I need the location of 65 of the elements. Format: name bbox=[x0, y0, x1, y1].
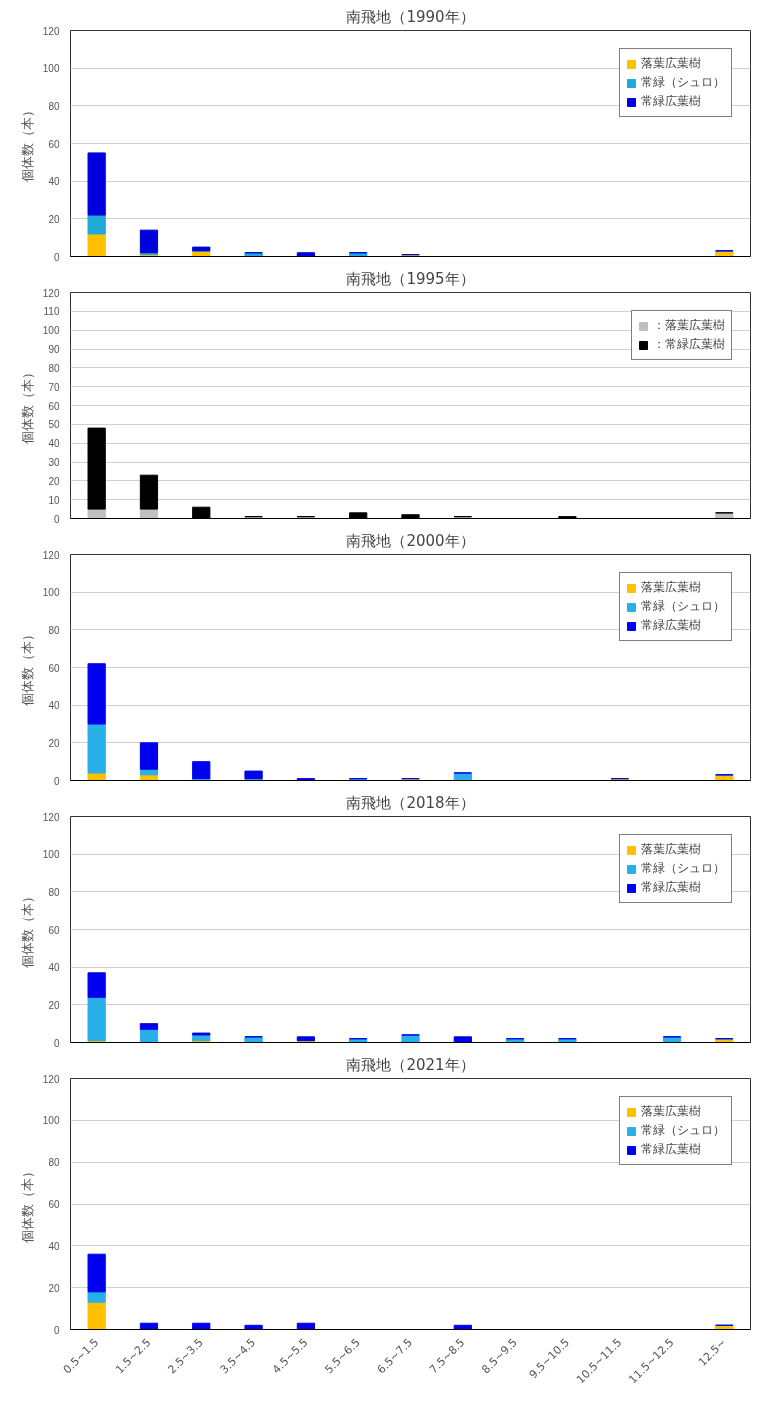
y-tick-label: 40 bbox=[48, 962, 60, 974]
y-tick-label: 60 bbox=[48, 1199, 60, 1210]
y-tick-label: 100 bbox=[42, 325, 60, 337]
chart-title: 南飛地（1990年） bbox=[346, 7, 475, 26]
y-tick-label: 120 bbox=[42, 549, 60, 561]
chart-title: 南飛地（2018年） bbox=[346, 793, 475, 812]
legend-label: 常緑（シュロ） bbox=[641, 74, 725, 91]
y-tick-label: 120 bbox=[42, 287, 60, 299]
y-tick-label: 60 bbox=[48, 924, 60, 936]
y-tick-label: 60 bbox=[48, 400, 60, 412]
y-tick-label: 40 bbox=[48, 176, 60, 188]
y-tick-label: 80 bbox=[48, 100, 60, 112]
y-tick-label: 80 bbox=[48, 1157, 60, 1169]
y-tick-label: 20 bbox=[48, 1282, 60, 1294]
legend-label: 落葉広葉樹 bbox=[641, 55, 701, 72]
legend-label: 常緑（シュロ） bbox=[641, 860, 725, 877]
y-tick-label: 50 bbox=[48, 419, 60, 431]
legend-label: 常緑（シュロ） bbox=[641, 598, 725, 615]
legend-label: 落葉広葉樹 bbox=[641, 579, 701, 596]
chart-title: 南飛地（1995年） bbox=[346, 269, 475, 288]
legend-label: 常緑広葉樹 bbox=[641, 1141, 701, 1158]
y-tick-label: 100 bbox=[42, 63, 60, 75]
y-tick-label: 40 bbox=[48, 438, 60, 450]
y-axis-title: 個体数（本） bbox=[19, 890, 35, 969]
y-tick-label: 0 bbox=[53, 1324, 60, 1336]
legend-label: 常緑広葉樹 bbox=[641, 879, 701, 896]
y-tick-label: 80 bbox=[48, 362, 60, 374]
y-tick-label: 20 bbox=[48, 737, 60, 749]
legend-label: ：落葉広葉樹 bbox=[653, 317, 725, 334]
y-tick-label: 80 bbox=[48, 624, 60, 636]
y-tick-label: 60 bbox=[48, 138, 60, 150]
y-tick-label: 40 bbox=[48, 1240, 60, 1252]
y-tick-label: 30 bbox=[48, 457, 60, 468]
y-tick-label: 40 bbox=[48, 700, 60, 712]
y-axis-title: 個体数（本） bbox=[19, 1165, 35, 1243]
y-tick-label: 20 bbox=[48, 999, 60, 1011]
y-tick-label: 20 bbox=[48, 475, 60, 487]
y-tick-label: 0 bbox=[53, 251, 60, 263]
y-tick-label: 20 bbox=[48, 213, 60, 225]
y-tick-label: 0 bbox=[53, 513, 60, 525]
legend-label: 常緑広葉樹 bbox=[641, 93, 701, 110]
y-tick-label: 10 bbox=[48, 494, 60, 506]
chart-title: 南飛地（2000年） bbox=[346, 531, 475, 550]
legend-label: 落葉広葉樹 bbox=[641, 1103, 701, 1120]
y-tick-label: 110 bbox=[43, 306, 60, 318]
y-tick-label: 70 bbox=[48, 381, 60, 393]
y-tick-label: 100 bbox=[42, 1115, 60, 1127]
y-tick-label: 0 bbox=[53, 775, 60, 787]
y-tick-label: 90 bbox=[48, 344, 60, 355]
legend-label: 常緑広葉樹 bbox=[641, 617, 701, 634]
y-tick-label: 120 bbox=[42, 1073, 60, 1085]
legend-label: 常緑（シュロ） bbox=[641, 1122, 725, 1139]
chart-title: 南飛地（2021年） bbox=[346, 1055, 475, 1074]
y-tick-label: 120 bbox=[42, 811, 60, 823]
legend-label: ：常緑広葉樹 bbox=[653, 336, 725, 353]
y-tick-label: 120 bbox=[42, 25, 60, 37]
legend-label: 落葉広葉樹 bbox=[641, 841, 701, 858]
y-axis-title: 個体数（本） bbox=[19, 628, 35, 707]
y-axis-title: 個体数（本） bbox=[19, 366, 35, 445]
y-tick-label: 100 bbox=[42, 587, 60, 599]
y-tick-label: 80 bbox=[48, 886, 60, 898]
y-axis-title: 個体数（本） bbox=[19, 104, 35, 183]
y-tick-label: 60 bbox=[48, 662, 60, 674]
y-tick-label: 0 bbox=[53, 1037, 60, 1049]
y-tick-label: 100 bbox=[42, 849, 60, 861]
